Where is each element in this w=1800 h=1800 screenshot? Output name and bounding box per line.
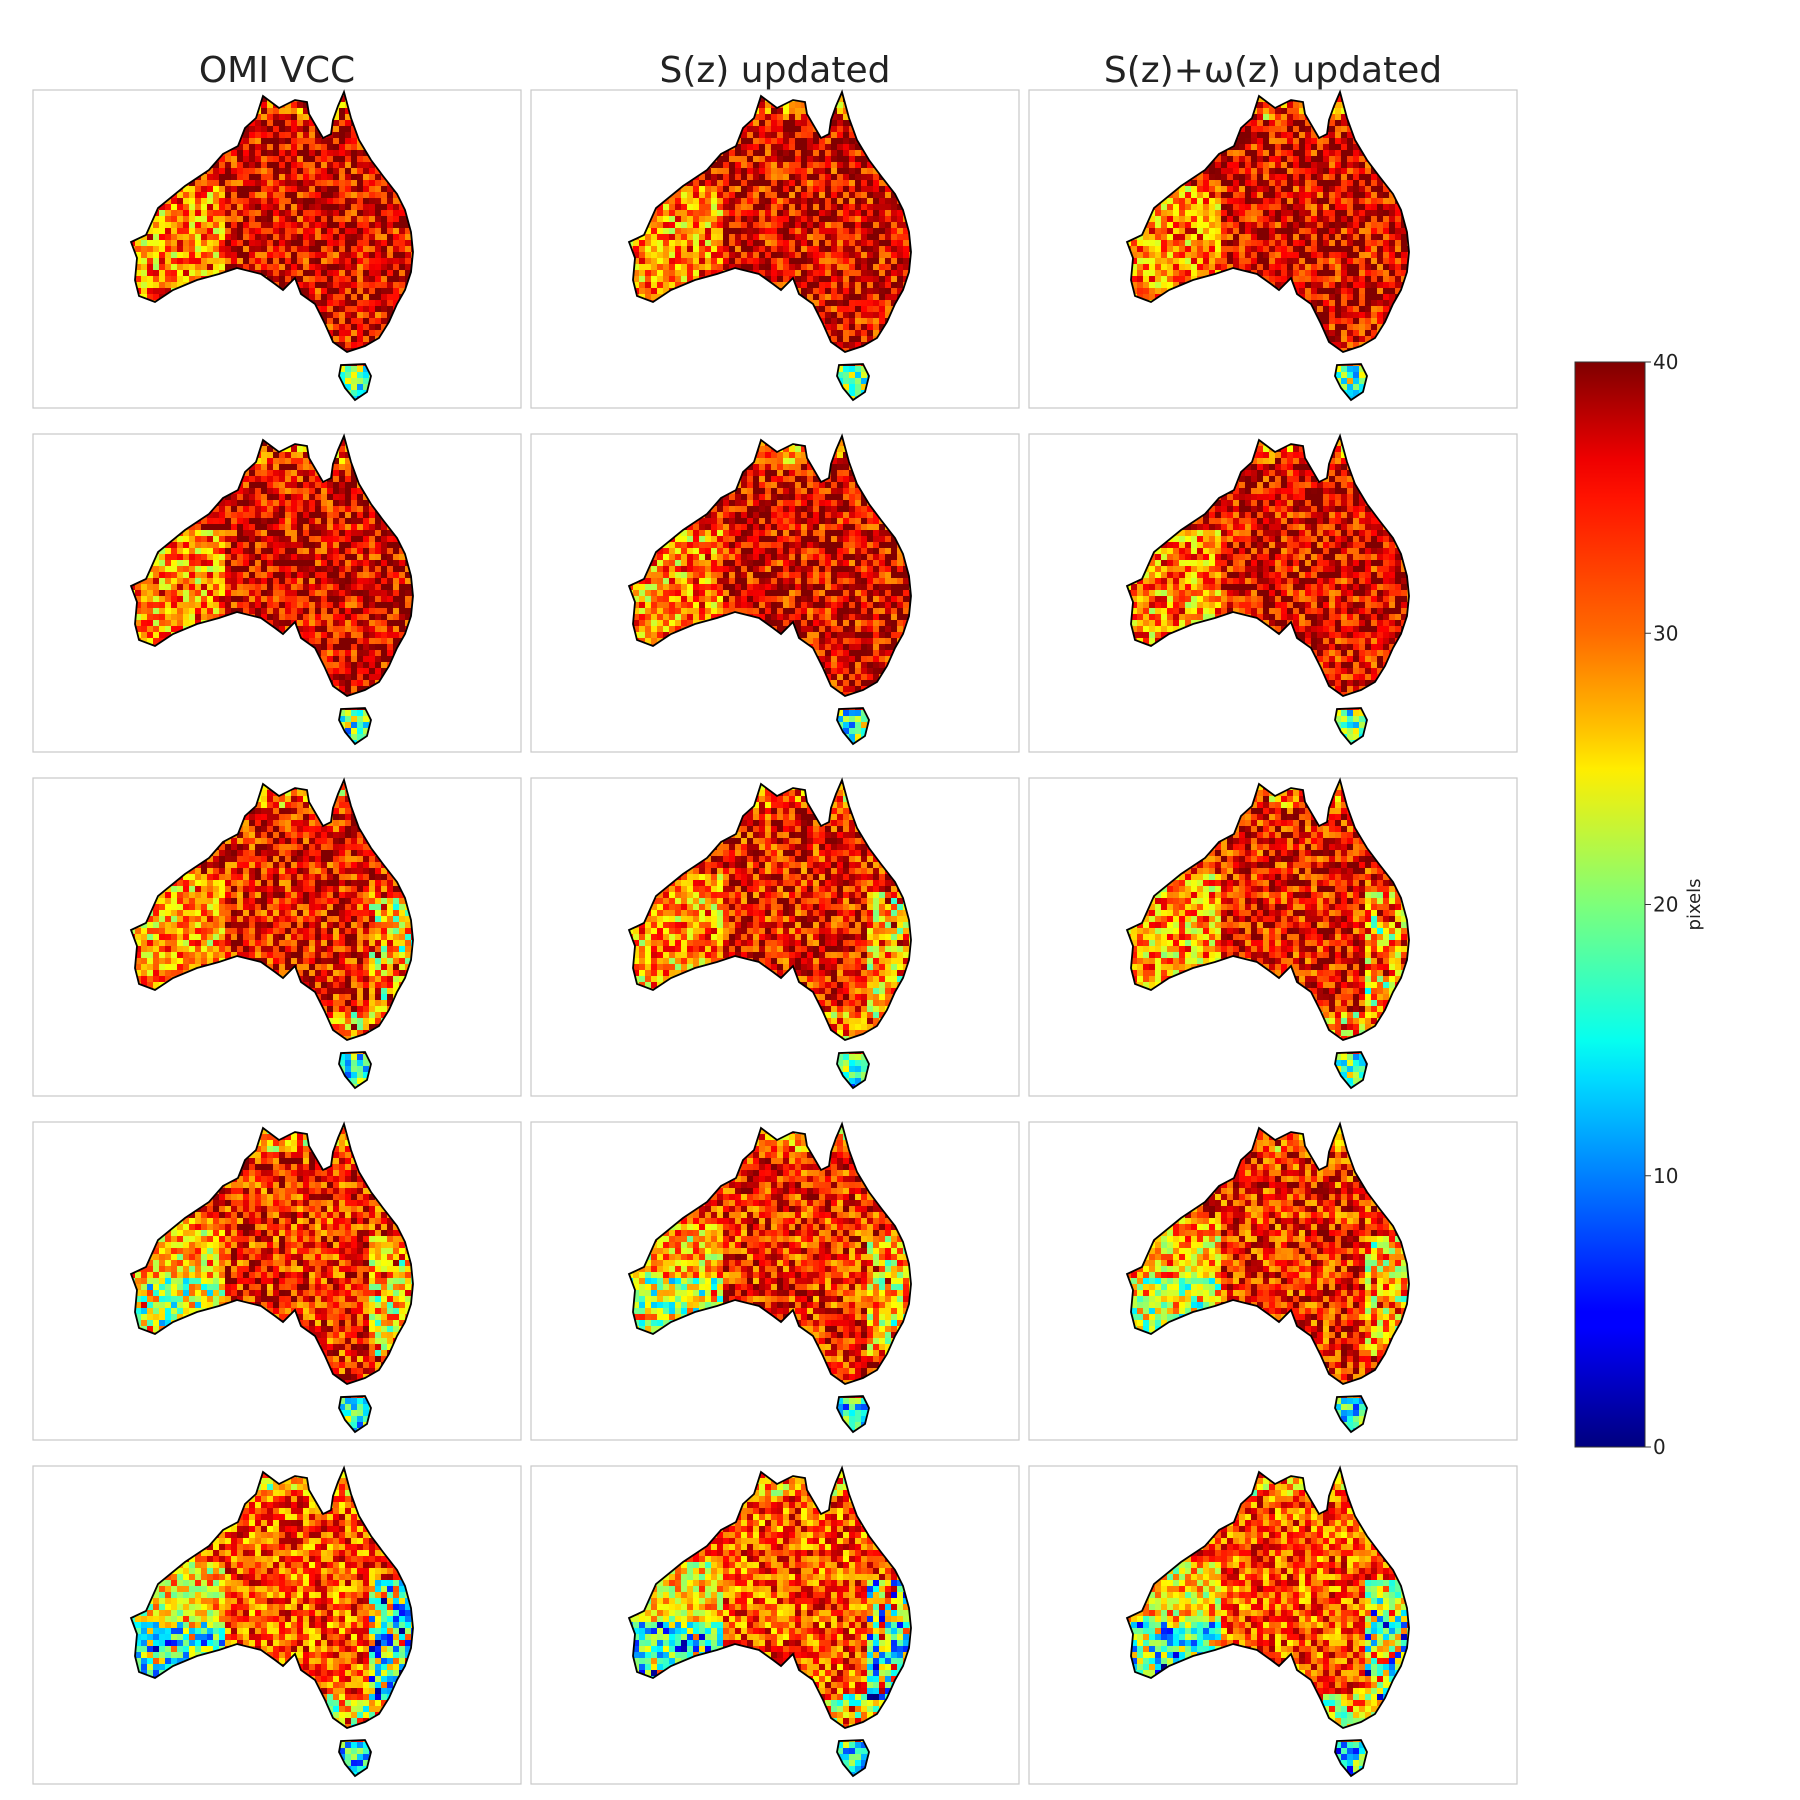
map-panel-r2-c3 xyxy=(1028,433,1518,753)
map-panel-r5-c2 xyxy=(530,1465,1020,1785)
colorbar xyxy=(1574,361,1646,1448)
map-panel-r2-c1 xyxy=(32,433,522,753)
australia-coastline xyxy=(1125,777,1410,1090)
map-panel-r3-c1 xyxy=(32,777,522,1097)
column-title-2: S(z) updated xyxy=(660,50,891,91)
australia-coastline xyxy=(1125,1121,1410,1434)
australia-coastline xyxy=(129,89,414,402)
column-title-1: OMI VCC xyxy=(199,50,355,91)
australia-coastline xyxy=(129,1121,414,1434)
australia-coastline xyxy=(627,1465,912,1778)
map-panel-r2-c2 xyxy=(530,433,1020,753)
australia-coastline xyxy=(1125,433,1410,746)
australia-coastline xyxy=(129,1465,414,1778)
map-panel-r3-c2 xyxy=(530,777,1020,1097)
map-panel-r5-c3 xyxy=(1028,1465,1518,1785)
colorbar-tick-label: 20 xyxy=(1653,893,1678,917)
australia-coastline xyxy=(627,777,912,1090)
australia-coastline xyxy=(627,1121,912,1434)
map-panel-r1-c1 xyxy=(32,89,522,409)
column-title-3: S(z)+ω(z) updated xyxy=(1104,50,1442,91)
australia-coastline xyxy=(627,433,912,746)
colorbar-tick-label: 0 xyxy=(1653,1435,1666,1459)
australia-coastline xyxy=(1125,89,1410,402)
map-panel-r4-c2 xyxy=(530,1121,1020,1441)
map-panel-r5-c1 xyxy=(32,1465,522,1785)
australia-coastline xyxy=(627,89,912,402)
colorbar-tick-label: 10 xyxy=(1653,1164,1678,1188)
map-panel-r4-c3 xyxy=(1028,1121,1518,1441)
colorbar-tick-label: 30 xyxy=(1653,621,1678,645)
australia-coastline xyxy=(129,433,414,746)
colorbar-tick-label: 40 xyxy=(1653,350,1678,374)
map-panel-r3-c3 xyxy=(1028,777,1518,1097)
map-panel-r4-c1 xyxy=(32,1121,522,1441)
australia-coastline xyxy=(129,777,414,1090)
map-panel-r1-c2 xyxy=(530,89,1020,409)
australia-coastline xyxy=(1125,1465,1410,1778)
colorbar-label: pixels xyxy=(1684,879,1705,931)
map-panel-r1-c3 xyxy=(1028,89,1518,409)
